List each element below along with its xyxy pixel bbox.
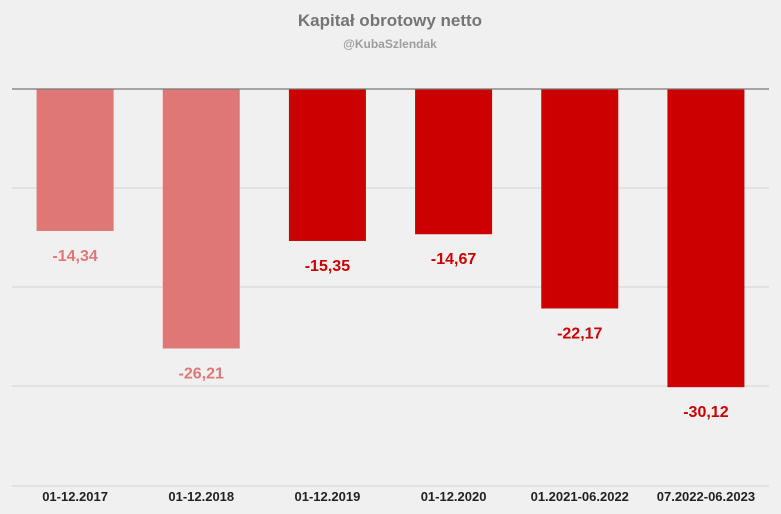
data-label: -26,21 xyxy=(179,365,224,382)
data-label: -30,12 xyxy=(683,404,728,421)
data-labels: -14,34 -26,21 -15,35 -14,67 -22,17 -30,12 xyxy=(52,248,728,421)
bars xyxy=(36,89,745,388)
bar xyxy=(541,89,619,309)
gridlines xyxy=(12,187,769,487)
x-axis-tick-labels: 01-12.2017 01-12.2018 01-12.2019 01-12.2020… xyxy=(42,489,755,504)
bar xyxy=(288,89,366,241)
x-tick-label: 01.2021-06.2022 xyxy=(531,489,629,504)
x-tick-label: 01-12.2018 xyxy=(168,489,234,504)
x-tick-label: 01-12.2019 xyxy=(295,489,361,504)
chart-title: Kapitał obrotowy netto xyxy=(298,11,482,30)
data-label: -22,17 xyxy=(557,325,602,342)
data-label: -15,35 xyxy=(305,258,350,275)
bar xyxy=(36,89,114,231)
bar xyxy=(415,89,493,235)
data-label: -14,34 xyxy=(52,248,97,265)
x-tick-label: 01-12.2020 xyxy=(421,489,487,504)
bar xyxy=(667,89,745,388)
data-label: -14,67 xyxy=(431,251,476,268)
x-tick-label: 01-12.2017 xyxy=(42,489,108,504)
x-tick-label: 07.2022-06.2023 xyxy=(657,489,755,504)
chart-subtitle: @KubaSzlendak xyxy=(343,37,437,51)
bar xyxy=(162,89,240,349)
